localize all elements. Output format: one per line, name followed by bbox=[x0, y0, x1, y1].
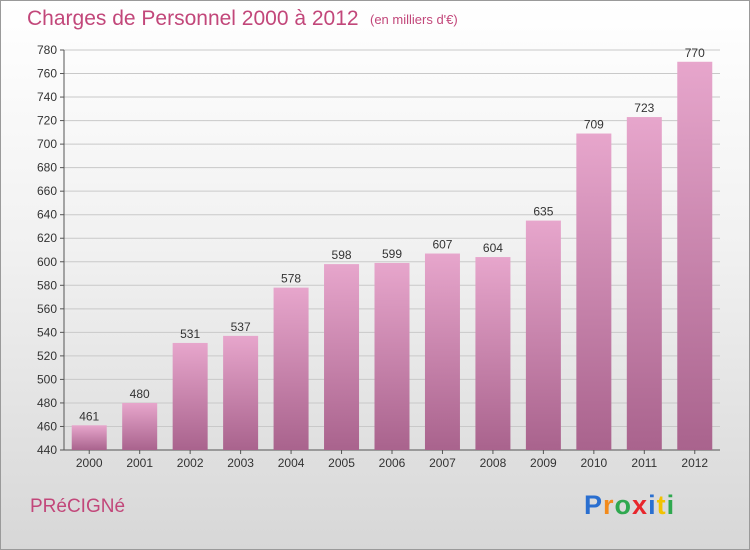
y-tick-label: 720 bbox=[37, 114, 57, 128]
y-tick-label: 760 bbox=[37, 67, 57, 81]
y-tick-label: 600 bbox=[37, 255, 57, 269]
x-tick-label: 2001 bbox=[126, 456, 153, 470]
x-tick-label: 2002 bbox=[177, 456, 204, 470]
y-tick-label: 700 bbox=[37, 137, 57, 151]
bar bbox=[576, 133, 612, 450]
bar-value-label: 604 bbox=[483, 241, 503, 255]
y-tick-label: 640 bbox=[37, 208, 57, 222]
bar-value-label: 480 bbox=[130, 387, 150, 401]
logo-letter: t bbox=[656, 490, 667, 520]
bar-value-label: 578 bbox=[281, 272, 301, 286]
logo-letter: i bbox=[648, 490, 657, 520]
x-tick-labels: 2000 2001 2002 2003 2004 2005 2006 2007 2008 2009… bbox=[76, 456, 709, 470]
x-tick-label: 2008 bbox=[480, 456, 507, 470]
bar bbox=[626, 117, 662, 450]
bar-value-label: 599 bbox=[382, 247, 402, 261]
bar-value-label: 770 bbox=[685, 46, 705, 60]
chart-title: Charges de Personnel 2000 à 2012 bbox=[27, 7, 359, 30]
bar bbox=[324, 264, 360, 450]
y-tick-labels: 440 460 480 500 520 540 560 580 600 620 640 660 680 7… bbox=[37, 43, 57, 457]
y-tick-label: 500 bbox=[37, 372, 57, 386]
y-tick-label: 480 bbox=[37, 396, 57, 410]
x-tick-label: 2012 bbox=[681, 456, 708, 470]
bars bbox=[71, 61, 713, 450]
bar bbox=[71, 425, 107, 450]
proxiti-logo: Proxiti bbox=[584, 490, 675, 521]
x-tick-label: 2000 bbox=[76, 456, 103, 470]
bar-value-label: 598 bbox=[332, 248, 352, 262]
bar bbox=[374, 262, 410, 450]
logo-letter: P bbox=[584, 490, 604, 520]
y-tick-label: 540 bbox=[37, 325, 57, 339]
y-tick-label: 580 bbox=[37, 278, 57, 292]
y-tick-label: 520 bbox=[37, 349, 57, 363]
bar-value-label: 635 bbox=[533, 205, 553, 219]
x-tick-label: 2009 bbox=[530, 456, 557, 470]
x-tick-label: 2011 bbox=[631, 456, 657, 470]
y-tick-label: 560 bbox=[37, 302, 57, 316]
y-tick-label: 440 bbox=[37, 443, 57, 457]
bar bbox=[122, 402, 158, 450]
x-tick-label: 2003 bbox=[227, 456, 254, 470]
commune-name: PRéCIGNé bbox=[30, 496, 126, 517]
bar-value-label: 607 bbox=[432, 238, 452, 252]
bar bbox=[273, 287, 309, 450]
bar bbox=[172, 342, 208, 450]
x-tick-label: 2007 bbox=[429, 456, 456, 470]
y-tick-label: 460 bbox=[37, 419, 57, 433]
logo-letter: o bbox=[614, 490, 633, 520]
y-tick-label: 780 bbox=[37, 43, 57, 57]
bar bbox=[424, 253, 460, 450]
logo-letter: x bbox=[632, 490, 649, 520]
y-tick-label: 660 bbox=[37, 184, 57, 198]
x-tick-label: 2006 bbox=[379, 456, 406, 470]
value-labels: 461 480 531 537 578 598 599 607 604 635 709 723 770 bbox=[79, 46, 705, 424]
x-tick-label: 2010 bbox=[580, 456, 607, 470]
bar bbox=[223, 335, 259, 450]
x-tick-label: 2005 bbox=[328, 456, 355, 470]
y-tick-label: 680 bbox=[37, 161, 57, 175]
bar-value-label: 531 bbox=[180, 327, 200, 341]
bar-value-label: 723 bbox=[634, 101, 654, 115]
y-tick-label: 740 bbox=[37, 90, 57, 104]
bar-value-label: 461 bbox=[79, 409, 99, 423]
logo-letter: r bbox=[603, 490, 615, 520]
y-tick-label: 620 bbox=[37, 231, 57, 245]
logo-letter: i bbox=[666, 490, 676, 520]
chart-subtitle: (en milliers d'€) bbox=[370, 12, 458, 27]
bar-value-label: 709 bbox=[584, 118, 604, 132]
x-tick-label: 2004 bbox=[278, 456, 305, 470]
bar bbox=[475, 257, 511, 450]
bar bbox=[677, 61, 713, 450]
bar bbox=[525, 220, 561, 450]
bar-value-label: 537 bbox=[231, 320, 251, 334]
